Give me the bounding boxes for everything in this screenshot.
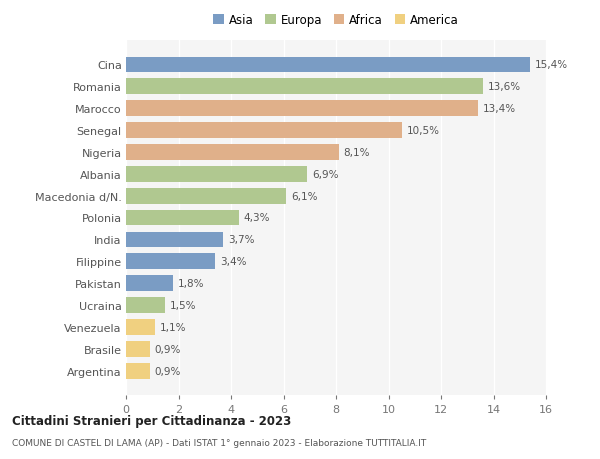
Bar: [126, 276, 173, 291]
Text: 1,5%: 1,5%: [170, 300, 197, 310]
Text: 10,5%: 10,5%: [406, 126, 439, 136]
Bar: [126, 145, 338, 160]
Bar: [126, 57, 530, 73]
Bar: [126, 123, 401, 139]
Text: 8,1%: 8,1%: [343, 147, 370, 157]
Text: 13,4%: 13,4%: [482, 104, 515, 114]
Text: 13,6%: 13,6%: [488, 82, 521, 92]
Bar: [126, 101, 478, 117]
Text: 4,3%: 4,3%: [244, 213, 270, 223]
Text: 6,9%: 6,9%: [312, 169, 338, 179]
Bar: [126, 297, 166, 313]
Text: Cittadini Stranieri per Cittadinanza - 2023: Cittadini Stranieri per Cittadinanza - 2…: [12, 414, 291, 428]
Text: 15,4%: 15,4%: [535, 60, 568, 70]
Bar: [126, 167, 307, 182]
Bar: [126, 341, 149, 357]
Bar: [126, 210, 239, 226]
Text: 3,4%: 3,4%: [220, 257, 247, 267]
Legend: Asia, Europa, Africa, America: Asia, Europa, Africa, America: [211, 12, 461, 29]
Text: 1,1%: 1,1%: [160, 322, 186, 332]
Bar: [126, 363, 149, 379]
Bar: [126, 232, 223, 248]
Text: 0,9%: 0,9%: [154, 344, 181, 354]
Text: 1,8%: 1,8%: [178, 279, 205, 289]
Text: 0,9%: 0,9%: [154, 366, 181, 376]
Text: 3,7%: 3,7%: [228, 235, 254, 245]
Text: COMUNE DI CASTEL DI LAMA (AP) - Dati ISTAT 1° gennaio 2023 - Elaborazione TUTTIT: COMUNE DI CASTEL DI LAMA (AP) - Dati IST…: [12, 438, 426, 447]
Bar: [126, 254, 215, 269]
Bar: [126, 319, 155, 335]
Bar: [126, 79, 483, 95]
Text: 6,1%: 6,1%: [291, 191, 317, 201]
Bar: [126, 188, 286, 204]
